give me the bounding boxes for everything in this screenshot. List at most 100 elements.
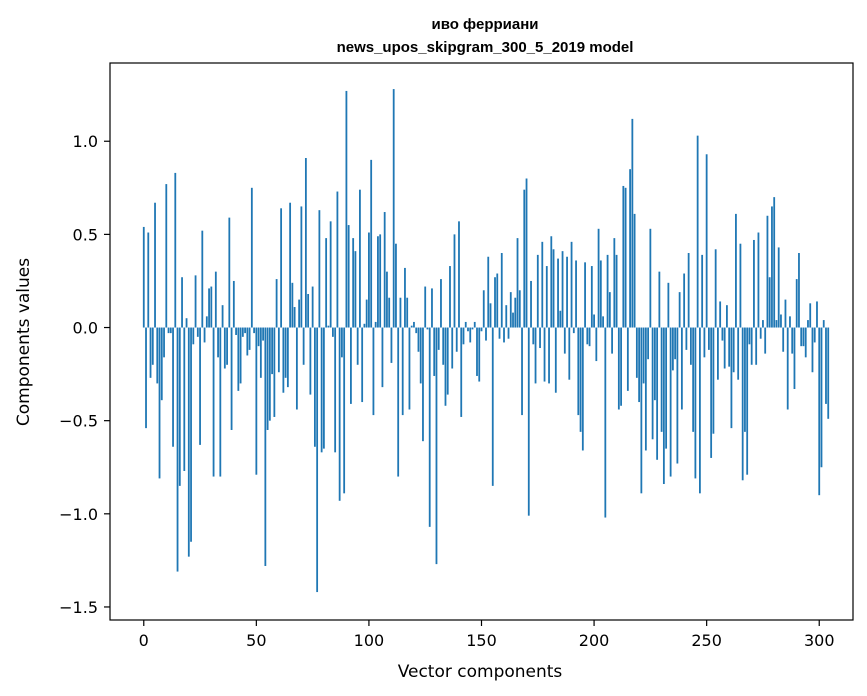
bar <box>620 327 622 406</box>
bar <box>590 266 593 328</box>
bar <box>354 251 357 328</box>
bar <box>431 288 433 328</box>
bar <box>419 327 422 384</box>
bar <box>496 273 499 328</box>
bar <box>361 327 364 403</box>
bar <box>514 297 517 328</box>
bar <box>440 279 442 328</box>
bar <box>374 321 377 328</box>
bar <box>505 305 508 328</box>
bar <box>545 266 548 328</box>
bar <box>811 327 814 373</box>
bar <box>487 256 490 328</box>
bar <box>160 327 163 401</box>
bar <box>295 327 298 410</box>
bar <box>401 327 404 416</box>
bar <box>597 228 600 328</box>
bar <box>208 288 210 328</box>
bar <box>156 327 159 384</box>
bar <box>284 327 287 378</box>
bar <box>336 191 339 328</box>
bar <box>753 239 755 328</box>
bar <box>318 210 321 328</box>
bar <box>413 321 415 328</box>
bar <box>476 327 478 376</box>
bar <box>701 254 704 328</box>
y-tick-label: −1.0 <box>59 505 98 524</box>
bar <box>415 327 418 334</box>
bar <box>199 327 201 445</box>
bar <box>721 327 724 341</box>
bar <box>181 277 183 328</box>
bar <box>554 327 557 393</box>
bar <box>383 212 386 328</box>
bar <box>586 327 589 345</box>
bar <box>147 232 150 328</box>
bar <box>694 327 697 479</box>
bar <box>190 327 192 542</box>
bar <box>518 290 521 328</box>
bar <box>183 327 186 471</box>
bar <box>539 327 541 349</box>
bar <box>232 280 235 328</box>
bar <box>512 312 514 328</box>
bar <box>352 238 355 328</box>
bar <box>660 327 663 432</box>
bar <box>338 327 341 501</box>
bar <box>424 286 427 328</box>
bar <box>723 327 726 369</box>
bar <box>579 327 582 432</box>
bar <box>798 253 800 328</box>
bar <box>692 327 695 432</box>
bar <box>687 253 690 328</box>
bar <box>165 184 168 328</box>
bar <box>503 327 505 343</box>
bar <box>656 327 659 460</box>
x-tick-label: 50 <box>246 631 266 650</box>
bar <box>212 327 215 477</box>
bar <box>172 327 174 447</box>
bar <box>737 327 740 380</box>
bar <box>816 301 818 328</box>
bar <box>313 327 316 447</box>
bar <box>169 327 172 334</box>
bar <box>422 327 424 442</box>
bar <box>719 301 722 328</box>
bar <box>748 327 751 345</box>
bar <box>735 213 737 328</box>
bar <box>293 307 296 328</box>
bar <box>820 327 823 468</box>
bar <box>286 327 289 388</box>
bar <box>802 327 805 347</box>
bar <box>257 327 260 347</box>
bar <box>386 271 388 328</box>
bar <box>730 327 733 429</box>
bar <box>397 327 400 477</box>
bar <box>304 158 307 328</box>
bar <box>259 327 262 378</box>
bar <box>775 320 778 328</box>
bar <box>561 251 564 328</box>
bar <box>613 238 616 328</box>
bar <box>185 318 188 328</box>
bar <box>345 90 348 328</box>
bar <box>469 327 472 343</box>
bar <box>192 327 195 345</box>
bar <box>703 327 706 358</box>
bar <box>599 260 602 328</box>
bar <box>489 303 492 328</box>
bar <box>786 327 789 410</box>
bar <box>167 327 170 334</box>
x-tick-label: 250 <box>691 631 722 650</box>
bar <box>201 230 204 328</box>
bar <box>559 310 562 328</box>
bar <box>568 327 571 380</box>
bar <box>762 320 764 328</box>
bar <box>426 327 429 330</box>
bar <box>744 327 746 432</box>
bar <box>316 327 319 593</box>
bar <box>647 327 650 360</box>
bar <box>266 327 269 430</box>
bar <box>813 327 816 343</box>
